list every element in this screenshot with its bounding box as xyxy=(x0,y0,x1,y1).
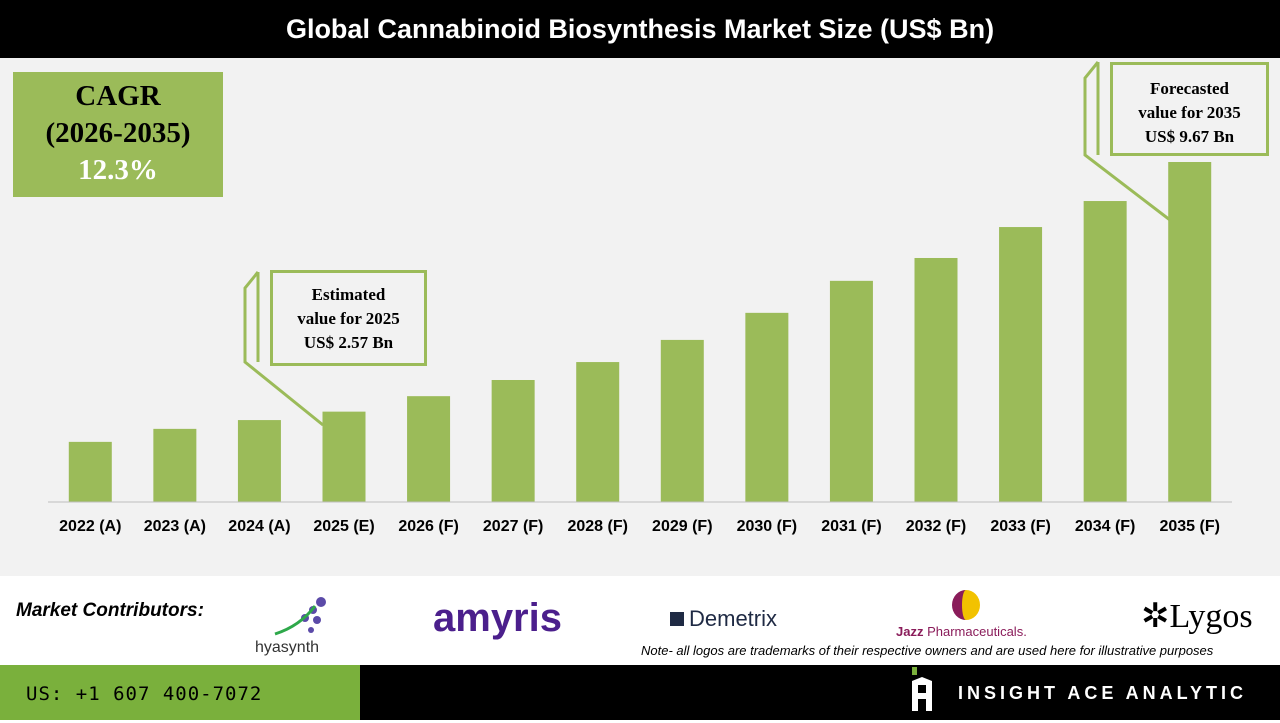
callout-text: Estimated xyxy=(311,285,386,304)
bar-2035 xyxy=(1168,162,1212,502)
demetrix-text: Demetrix xyxy=(689,606,778,631)
amyris-logo: amyris xyxy=(433,596,562,640)
hyasynth-logo: hyasynth xyxy=(255,596,340,656)
callout-text: Forecasted xyxy=(1150,79,1229,98)
bar-2022 xyxy=(68,441,112,502)
contributors-label: Market Contributors: xyxy=(16,600,204,621)
bar-2031 xyxy=(829,280,873,502)
bar-2029 xyxy=(660,339,704,502)
brand-name: INSIGHT ACE ANALYTIC xyxy=(958,683,1248,703)
demetrix-logo: Demetrix xyxy=(670,606,777,632)
x-tick-label: 2023 (A) xyxy=(144,518,206,535)
x-tick-label: 2035 (F) xyxy=(1159,518,1219,535)
footer-bar xyxy=(360,665,1280,720)
cagr-value: 12.3% xyxy=(78,154,158,186)
x-tick-label: 2030 (F) xyxy=(737,518,797,535)
x-tick-label: 2024 (A) xyxy=(228,518,290,535)
cagr-period: (2026-2035) xyxy=(45,117,191,149)
estimated-leader-line xyxy=(243,271,324,427)
phone-number: US: +1 607 400-7072 xyxy=(0,665,360,720)
hyasynth-molecule-icon xyxy=(274,597,326,636)
lygos-logo: ✲Lygos xyxy=(1141,596,1253,636)
bar-2033 xyxy=(999,227,1043,502)
jazz-text-2: Pharmaceuticals. xyxy=(927,624,1027,639)
x-tick-label: 2025 (E) xyxy=(313,518,374,535)
bar-2023 xyxy=(153,428,197,502)
forecast-callout: Forecasted value for 2035 US$ 9.67 Bn xyxy=(1110,62,1269,156)
hyasynth-text: hyasynth xyxy=(255,639,320,656)
bar-2030 xyxy=(745,312,789,502)
insight-ace-logo-icon xyxy=(912,667,932,711)
callout-text: value for 2035 xyxy=(1138,103,1241,122)
forecast-leader-line xyxy=(1083,61,1171,222)
x-tick-label: 2034 (F) xyxy=(1075,518,1135,535)
cagr-box: CAGR (2026-2035) 12.3% xyxy=(13,72,223,197)
bar-2028 xyxy=(576,362,620,502)
chart-title: Global Cannabinoid Biosynthesis Market S… xyxy=(0,0,1280,58)
bar-2027 xyxy=(491,379,535,502)
bar-2025 xyxy=(322,411,366,502)
lygos-star-icon: ✲ xyxy=(1141,598,1170,635)
bar-chart: 2022 (A) 2023 (A) 2024 (A) 2025 (E) 2026 (F)… xyxy=(48,61,1232,535)
trademark-note: Note- all logos are trademarks of their … xyxy=(641,643,1214,658)
x-tick-label: 2028 (F) xyxy=(567,518,627,535)
x-tick-label: 2031 (F) xyxy=(821,518,881,535)
jazz-text: Jazz xyxy=(896,624,924,639)
estimated-callout: Estimated value for 2025 US$ 2.57 Bn xyxy=(270,270,427,366)
x-tick-label: 2022 (A) xyxy=(59,518,121,535)
x-tick-label: 2029 (F) xyxy=(652,518,712,535)
jazz-mark-icon xyxy=(952,590,980,620)
lygos-text: Lygos xyxy=(1169,598,1253,635)
callout-value: US$ 9.67 Bn xyxy=(1144,127,1235,146)
bar-2032 xyxy=(914,257,958,502)
cagr-label: CAGR xyxy=(75,80,161,112)
bar-2026 xyxy=(407,396,451,502)
x-tick-label: 2033 (F) xyxy=(990,518,1050,535)
bar-2024 xyxy=(237,420,281,502)
bar-2034 xyxy=(1083,201,1127,502)
x-tick-label: 2026 (F) xyxy=(398,518,458,535)
callout-value: US$ 2.57 Bn xyxy=(303,333,394,352)
callout-text: value for 2025 xyxy=(297,309,400,328)
x-tick-label: 2027 (F) xyxy=(483,518,543,535)
x-tick-label: 2032 (F) xyxy=(906,518,966,535)
demetrix-mark-icon xyxy=(670,612,684,626)
jazz-logo: Jazz Pharmaceuticals. xyxy=(896,590,1041,639)
